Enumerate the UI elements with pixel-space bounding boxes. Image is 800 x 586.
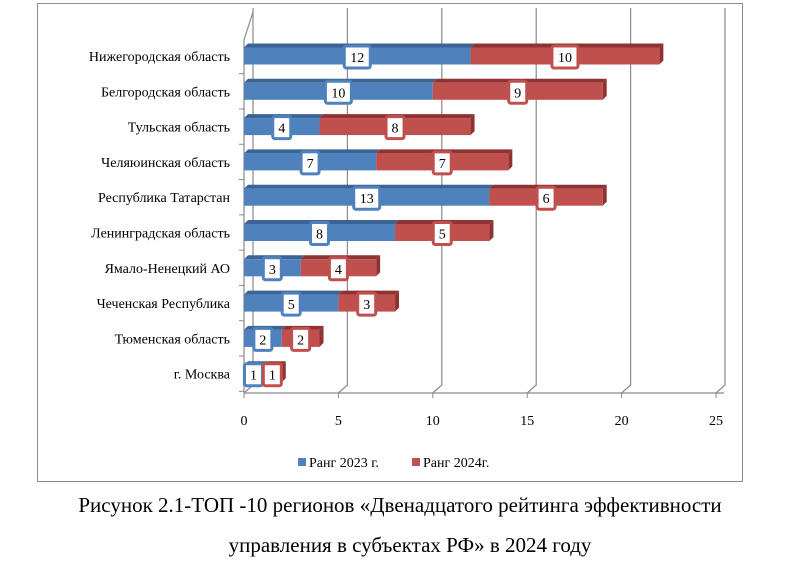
category-label: г. Москва xyxy=(174,368,231,383)
category-label: Ямало-Ненецкий АО xyxy=(105,262,230,277)
data-label: 5 xyxy=(439,228,446,243)
data-label: 12 xyxy=(350,51,364,66)
x-tick-label: 5 xyxy=(335,414,342,429)
data-label-box xyxy=(261,362,283,388)
x-tick-label: 15 xyxy=(520,414,534,429)
data-label-box xyxy=(431,150,453,176)
x-tick-label: 25 xyxy=(709,414,723,429)
caption-line-1: Рисунок 2.1-ТОП -10 регионов «Двенадцато… xyxy=(78,493,722,517)
data-label: 6 xyxy=(543,192,550,207)
legend-label: Ранг 2024г. xyxy=(423,456,489,471)
data-label: 2 xyxy=(297,333,304,348)
data-label-box xyxy=(327,256,349,282)
category-label: Республика Татарстан xyxy=(98,191,231,206)
chart-frame xyxy=(37,3,743,482)
data-label: 10 xyxy=(558,51,572,66)
data-label: 1 xyxy=(250,369,257,384)
category-label: Чеченская Республика xyxy=(97,297,231,312)
data-label: 8 xyxy=(316,228,323,243)
data-label: 3 xyxy=(363,298,370,313)
category-label: Тульская область xyxy=(128,121,230,136)
category-label: Нижегородская область xyxy=(89,50,230,65)
data-label-box xyxy=(507,79,529,105)
legend-label: Ранг 2023 г. xyxy=(309,456,379,471)
data-label-box xyxy=(280,291,302,317)
caption-line-2: управления в субъектах РФ» в 2024 году xyxy=(228,533,592,557)
data-label: 13 xyxy=(360,192,374,207)
bar-side xyxy=(659,43,664,65)
category-label: Ленинградская область xyxy=(91,227,230,242)
legend-swatch xyxy=(298,458,306,466)
data-label: 4 xyxy=(278,122,285,137)
category-label: Белгородская область xyxy=(101,85,230,100)
data-label: 3 xyxy=(269,263,276,278)
bar-side xyxy=(376,255,381,277)
data-label-box xyxy=(431,221,453,246)
gridline xyxy=(715,8,726,394)
data-label: 7 xyxy=(307,157,314,172)
data-label: 2 xyxy=(259,333,266,348)
gridline xyxy=(526,8,537,394)
data-label-box xyxy=(323,79,353,105)
data-label-box xyxy=(290,326,312,352)
data-label: 7 xyxy=(439,157,446,172)
bar-side xyxy=(489,220,494,241)
data-label-box xyxy=(271,115,293,141)
bar-side xyxy=(470,114,475,136)
bar-side xyxy=(319,325,324,347)
data-label-box xyxy=(342,44,372,70)
data-label: 9 xyxy=(514,86,521,101)
data-label: 1 xyxy=(269,369,276,384)
x-tick-label: 0 xyxy=(241,414,248,429)
bar-side xyxy=(395,290,400,312)
bar-side xyxy=(602,78,607,100)
data-label-box xyxy=(535,185,557,211)
category-label: Тюменская область xyxy=(115,332,230,347)
data-label-box xyxy=(550,44,580,70)
data-label-box xyxy=(299,150,321,176)
data-label: 4 xyxy=(335,263,342,278)
x-tick-label: 10 xyxy=(426,414,440,429)
gridline xyxy=(621,8,632,394)
data-label-box xyxy=(384,115,406,141)
bar-side xyxy=(602,184,607,206)
x-tick-label: 20 xyxy=(615,414,629,429)
data-label-box xyxy=(252,326,274,352)
data-label-box xyxy=(261,256,283,282)
data-label: 5 xyxy=(288,298,295,313)
data-label: 10 xyxy=(331,86,345,101)
legend-swatch xyxy=(412,458,420,466)
bar-side xyxy=(508,149,513,171)
category-label: Челяюинская область xyxy=(101,156,230,171)
data-label-box xyxy=(356,291,378,317)
data-label: 8 xyxy=(392,122,399,137)
data-label-box xyxy=(352,185,382,211)
data-label-box xyxy=(309,221,331,246)
